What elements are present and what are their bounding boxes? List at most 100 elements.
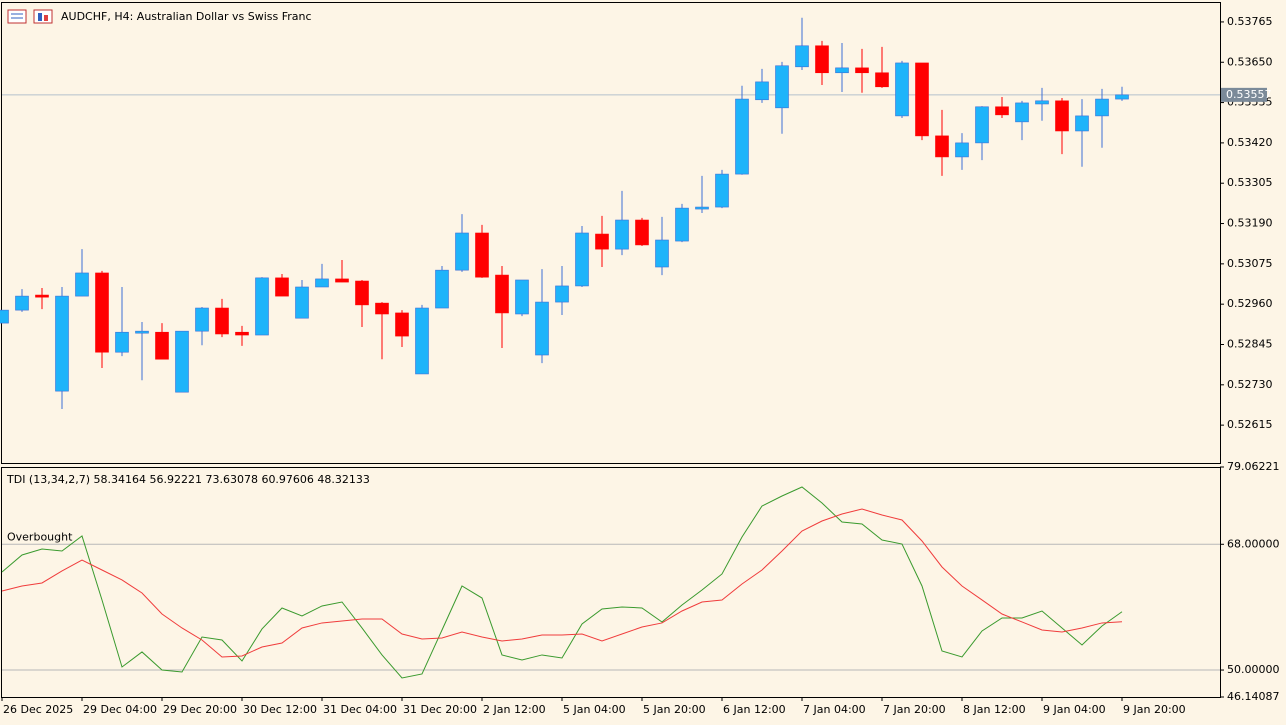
- candle-body: [455, 232, 469, 271]
- y-tick-label: 46.14087: [1227, 690, 1280, 703]
- candle-body: [795, 45, 809, 68]
- candle-body: [515, 279, 529, 315]
- candle-body: [415, 307, 429, 375]
- candle-body: [835, 67, 849, 74]
- x-tick-label: 8 Jan 12:00: [963, 703, 1026, 716]
- candle-body: [0, 309, 9, 324]
- candle-body: [575, 232, 589, 287]
- candle-body: [375, 302, 389, 315]
- candle-body: [895, 62, 909, 117]
- y-tick-label: 0.53190: [1227, 217, 1273, 230]
- candle-body: [675, 207, 689, 242]
- x-tick-label: 9 Jan 04:00: [1043, 703, 1106, 716]
- candle-body: [275, 277, 289, 297]
- y-tick-label: 0.53305: [1227, 176, 1273, 189]
- candle-body: [775, 65, 789, 109]
- candle-body: [935, 135, 949, 158]
- indicator-panel-frame: [1, 467, 1221, 698]
- candle-body: [815, 45, 829, 74]
- x-tick-label: 7 Jan 20:00: [883, 703, 946, 716]
- candle-body: [595, 233, 609, 250]
- candle-body: [915, 62, 929, 137]
- y-tick-label: 0.53075: [1227, 257, 1273, 270]
- candle-body: [235, 331, 249, 336]
- candle-body: [1015, 102, 1029, 123]
- x-tick-label: 6 Jan 12:00: [723, 703, 786, 716]
- candle-body: [995, 106, 1009, 116]
- candle-body: [615, 219, 629, 250]
- candle-body: [1035, 100, 1049, 105]
- candles: [0, 17, 1129, 410]
- x-tick-label: 2 Jan 12:00: [483, 703, 546, 716]
- candle-body: [95, 272, 109, 353]
- y-tick-label: 0.53420: [1227, 136, 1273, 149]
- candle-body: [755, 81, 769, 101]
- candle-body: [975, 106, 989, 144]
- indicator-line: [1, 486, 1123, 679]
- candle-body: [215, 307, 229, 335]
- x-tick-label: 31 Dec 20:00: [403, 703, 477, 716]
- indicator-title: TDI (13,34,2,7) 58.34164 56.92221 73.630…: [6, 473, 370, 486]
- candle-body: [35, 294, 49, 298]
- candle-body: [555, 285, 569, 303]
- candle-body: [435, 269, 449, 309]
- x-tick-label: 7 Jan 04:00: [803, 703, 866, 716]
- candle-body: [955, 142, 969, 158]
- candle-body: [355, 280, 369, 306]
- candle-body: [195, 307, 209, 332]
- y-tick-label: 50.00000: [1227, 663, 1280, 676]
- y-tick-label: 0.52615: [1227, 418, 1273, 431]
- candle-body: [315, 278, 329, 288]
- candle-body: [495, 274, 509, 314]
- candle-body: [255, 277, 269, 336]
- candle-body: [135, 330, 149, 334]
- candle-body: [15, 295, 29, 311]
- level-label: Overbought: [7, 530, 73, 543]
- candle-body: [115, 331, 129, 353]
- candle-body: [735, 98, 749, 175]
- chart-icons: [7, 9, 53, 24]
- y-tick-label: 0.52960: [1227, 297, 1273, 310]
- y-tick-label: 0.52845: [1227, 337, 1273, 350]
- x-tick-label: 5 Jan 20:00: [643, 703, 706, 716]
- y-tick-label: 79.06221: [1227, 460, 1280, 473]
- indicator-line: [1, 508, 1123, 658]
- candle-body: [395, 312, 409, 337]
- candle-body: [295, 286, 309, 319]
- candle-body: [655, 239, 669, 268]
- candle-body: [75, 272, 89, 297]
- y-tick-label: 0.52730: [1227, 378, 1273, 391]
- icon-bar: [44, 15, 48, 21]
- candle-body: [1075, 115, 1089, 132]
- candle-body: [695, 206, 709, 210]
- price-panel-frame: [1, 2, 1221, 464]
- candle-body: [855, 67, 869, 74]
- candle-body: [475, 232, 489, 278]
- icon: [33, 9, 53, 24]
- candle-body: [875, 72, 889, 88]
- candle-body: [1055, 100, 1069, 132]
- chart-title: AUDCHF, H4: Australian Dollar vs Swiss F…: [61, 10, 312, 23]
- candle-body: [715, 173, 729, 208]
- candle-body: [175, 330, 189, 393]
- candle-body: [635, 219, 649, 246]
- candle-body: [1095, 98, 1109, 117]
- candle-body: [155, 331, 169, 360]
- x-tick-label: 31 Dec 04:00: [323, 703, 397, 716]
- last-price-label: 0.53557: [1226, 88, 1272, 101]
- candle-body: [55, 295, 69, 392]
- candle-body: [1115, 94, 1129, 100]
- candle-body: [535, 301, 549, 356]
- icon: [7, 9, 27, 24]
- y-tick-label: 0.53650: [1227, 55, 1273, 68]
- x-tick-label: 29 Dec 04:00: [83, 703, 157, 716]
- last-price-tag: [1221, 87, 1267, 102]
- y-tick-label: 68.00000: [1227, 537, 1280, 550]
- x-tick-label: 9 Jan 20:00: [1123, 703, 1186, 716]
- x-tick-label: 5 Jan 04:00: [563, 703, 626, 716]
- x-tick-label: 30 Dec 12:00: [243, 703, 317, 716]
- x-tick-label: 29 Dec 20:00: [163, 703, 237, 716]
